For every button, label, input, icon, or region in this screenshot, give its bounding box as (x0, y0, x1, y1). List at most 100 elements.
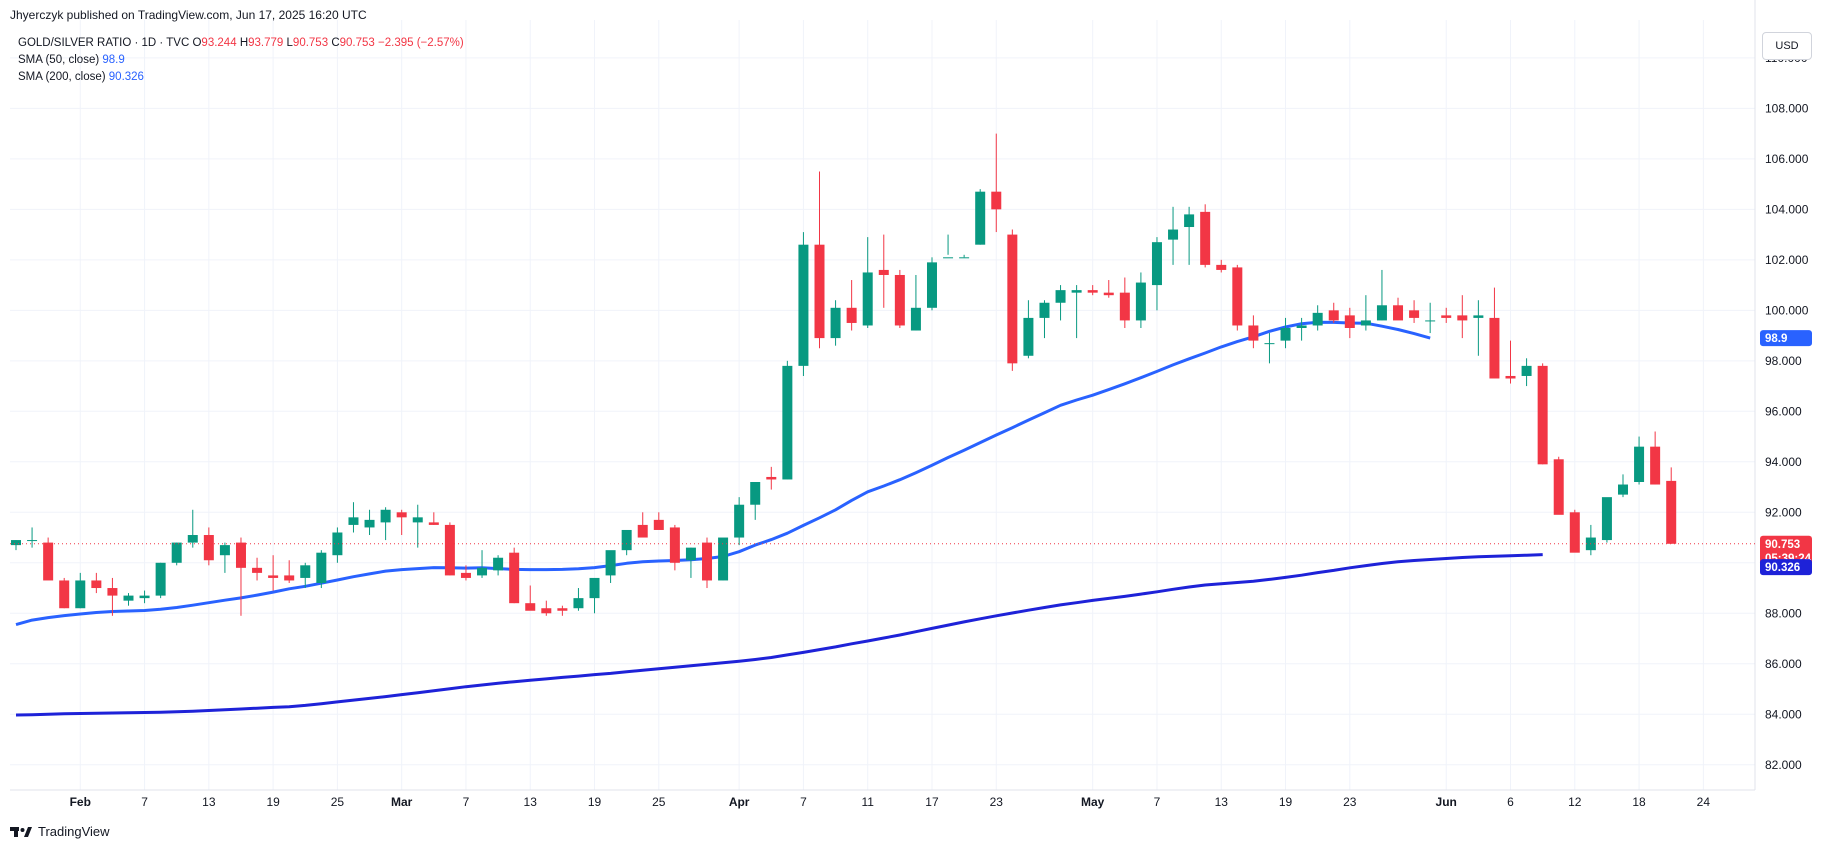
candle[interactable] (1521, 365, 1532, 376)
candle[interactable] (332, 532, 343, 556)
candle[interactable] (621, 529, 632, 551)
candle[interactable] (943, 257, 954, 259)
candle[interactable] (1537, 365, 1548, 465)
candle[interactable] (589, 577, 600, 599)
candle[interactable] (1216, 264, 1227, 270)
candle[interactable] (203, 535, 214, 561)
candle[interactable] (1168, 229, 1179, 240)
candle[interactable] (1023, 317, 1034, 356)
candle[interactable] (1135, 282, 1146, 321)
candle[interactable] (1553, 459, 1564, 515)
candle[interactable] (926, 262, 937, 308)
candle[interactable] (219, 545, 230, 556)
candle[interactable] (557, 608, 568, 611)
candle[interactable] (1200, 211, 1211, 265)
candle[interactable] (734, 504, 745, 538)
candle[interactable] (1409, 310, 1420, 318)
candle[interactable] (637, 524, 648, 538)
tradingview-brand[interactable]: TradingView (10, 824, 110, 839)
candle[interactable] (1650, 446, 1661, 485)
candle[interactable] (782, 365, 793, 480)
candle[interactable] (862, 272, 873, 326)
candle[interactable] (444, 524, 455, 576)
candle[interactable] (428, 522, 439, 525)
candle[interactable] (91, 580, 102, 589)
candle[interactable] (1184, 214, 1195, 228)
candle[interactable] (509, 552, 520, 604)
candle[interactable] (139, 595, 150, 599)
candle[interactable] (991, 191, 1002, 210)
symbol-label[interactable]: GOLD/SILVER RATIO · 1D · TVC (18, 37, 190, 49)
candle[interactable] (1489, 317, 1500, 379)
candle[interactable] (412, 517, 423, 523)
candle[interactable] (59, 580, 70, 609)
candle[interactable] (396, 512, 407, 518)
candle[interactable] (669, 527, 680, 563)
candle[interactable] (959, 257, 970, 259)
candle[interactable] (11, 540, 21, 546)
candle[interactable] (702, 542, 713, 581)
candle[interactable] (107, 588, 118, 596)
candle[interactable] (27, 540, 38, 542)
candle[interactable] (1103, 292, 1114, 296)
candle[interactable] (187, 535, 198, 543)
candle[interactable] (1087, 290, 1098, 293)
candle[interactable] (1360, 320, 1371, 326)
candle[interactable] (894, 274, 905, 326)
candle[interactable] (846, 307, 857, 323)
candle[interactable] (750, 482, 761, 505)
candle[interactable] (1473, 315, 1484, 318)
candle[interactable] (380, 509, 391, 523)
candle[interactable] (766, 476, 777, 480)
candle[interactable] (1634, 446, 1645, 482)
candle[interactable] (605, 550, 616, 576)
candle[interactable] (1425, 320, 1436, 322)
candle[interactable] (75, 580, 86, 609)
candle[interactable] (235, 542, 246, 568)
candle[interactable] (685, 547, 696, 561)
candle[interactable] (1007, 234, 1018, 364)
candle[interactable] (1151, 242, 1162, 286)
candle[interactable] (348, 517, 359, 525)
candle[interactable] (975, 191, 986, 245)
candle[interactable] (1376, 305, 1387, 321)
candle[interactable] (171, 542, 182, 563)
candle[interactable] (1344, 315, 1355, 328)
candle[interactable] (1280, 328, 1291, 341)
candle[interactable] (284, 575, 295, 581)
candle[interactable] (878, 269, 889, 275)
candle[interactable] (814, 244, 825, 339)
candle[interactable] (541, 608, 552, 614)
candle[interactable] (1055, 290, 1066, 303)
candle[interactable] (653, 519, 664, 530)
candle[interactable] (1441, 315, 1452, 318)
candle[interactable] (460, 572, 471, 578)
candle[interactable] (1119, 292, 1130, 321)
candle[interactable] (1618, 484, 1628, 495)
candle[interactable] (1264, 343, 1275, 345)
candle[interactable] (718, 537, 729, 581)
candle[interactable] (573, 598, 584, 609)
candle[interactable] (1393, 305, 1404, 321)
candle[interactable] (252, 567, 263, 573)
candle[interactable] (1248, 325, 1259, 341)
candle[interactable] (364, 519, 375, 528)
candle[interactable] (1569, 512, 1580, 553)
candle[interactable] (1457, 315, 1468, 321)
candle[interactable] (477, 567, 488, 576)
candle[interactable] (493, 557, 504, 571)
candle[interactable] (1296, 325, 1307, 328)
candle[interactable] (1312, 312, 1323, 326)
candle[interactable] (910, 307, 921, 331)
candle[interactable] (155, 562, 166, 596)
candle[interactable] (525, 603, 536, 611)
candle[interactable] (1666, 480, 1677, 544)
candle[interactable] (1232, 267, 1243, 326)
candle[interactable] (1505, 375, 1516, 379)
candle[interactable] (1039, 302, 1050, 318)
candle[interactable] (1601, 497, 1612, 541)
sma50-row[interactable]: SMA (50, close) 98.9 (18, 52, 464, 69)
candle[interactable] (300, 565, 311, 578)
candle[interactable] (123, 595, 134, 601)
currency-button[interactable]: USD (1762, 32, 1812, 60)
